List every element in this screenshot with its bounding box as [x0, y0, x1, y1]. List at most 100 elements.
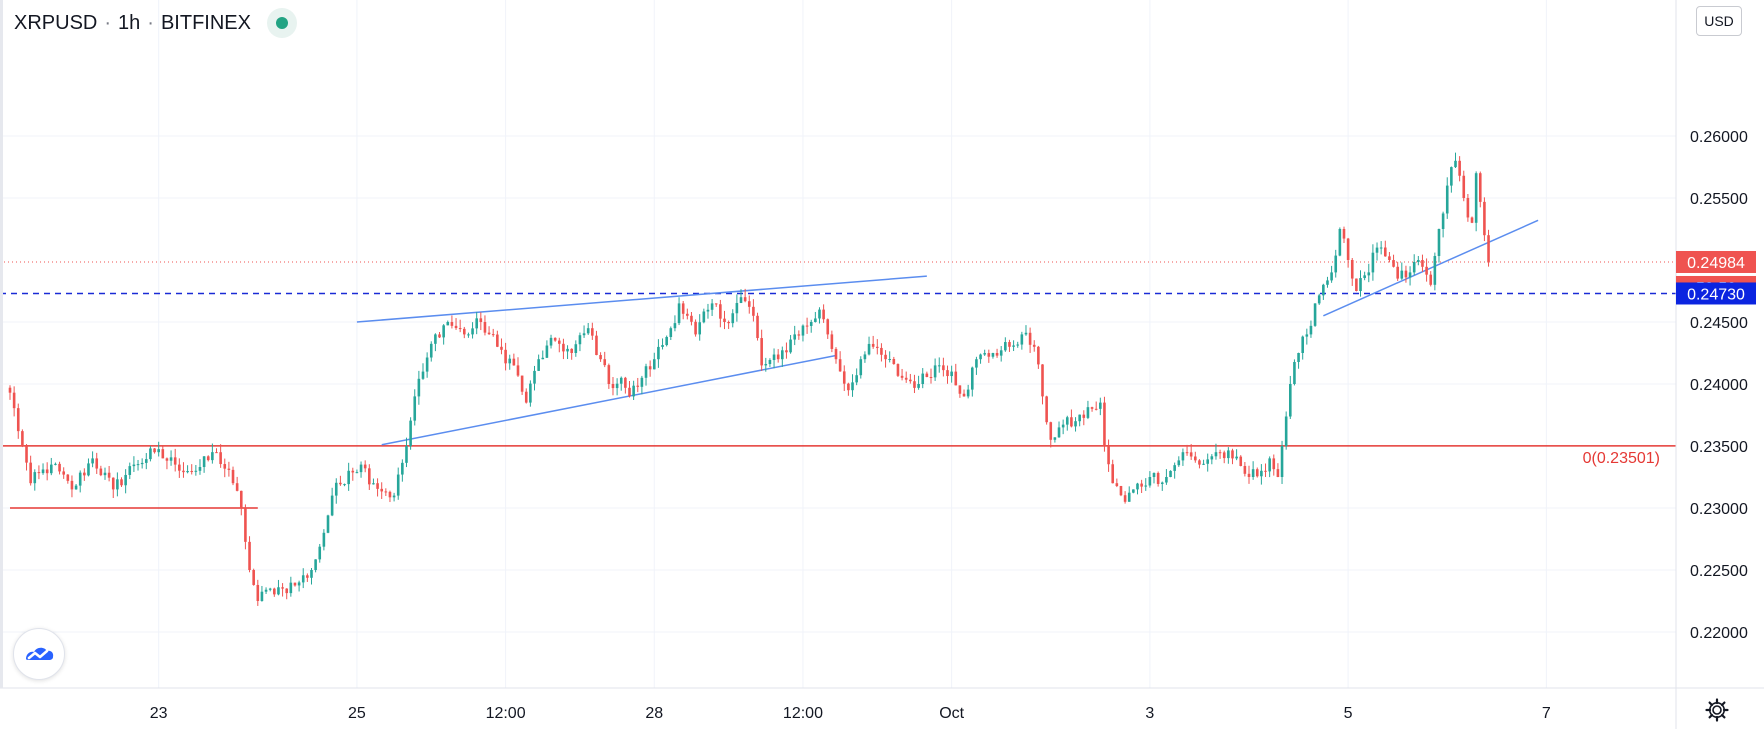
candle-body — [144, 459, 148, 463]
candle — [814, 311, 817, 323]
candle-body — [1342, 229, 1346, 239]
candle-body — [661, 345, 664, 347]
candle-body — [1165, 477, 1168, 483]
tradingview-logo-button[interactable] — [13, 628, 65, 680]
candle-body — [1177, 460, 1181, 466]
candle-body — [359, 464, 363, 473]
candle — [648, 360, 652, 377]
candle — [1483, 197, 1486, 242]
left-edge-strip — [0, 0, 3, 688]
candle — [1350, 258, 1354, 286]
candle — [1115, 478, 1119, 488]
candle-body — [277, 587, 280, 595]
candle — [74, 483, 78, 490]
candle-body — [446, 322, 450, 326]
candle — [1123, 491, 1127, 504]
candle — [822, 304, 825, 323]
candle — [392, 492, 396, 502]
candle — [818, 307, 821, 324]
candle — [50, 457, 53, 476]
candle-body — [1284, 416, 1288, 446]
candle-body — [611, 384, 615, 389]
candle-body — [363, 464, 367, 469]
candle-body — [818, 309, 821, 319]
candle — [954, 363, 958, 386]
candle-body — [384, 491, 388, 493]
candle-body — [334, 482, 338, 496]
symbol-name[interactable]: XRPUSD — [14, 11, 98, 34]
candle — [1474, 171, 1478, 232]
trendline[interactable] — [1323, 219, 1539, 317]
candle-body — [1111, 464, 1115, 484]
candle-body — [570, 348, 573, 353]
candle-body — [950, 371, 953, 377]
candle — [401, 459, 404, 482]
candle-body — [1425, 266, 1428, 275]
candle-body — [1144, 485, 1148, 487]
candle-body — [1136, 483, 1139, 490]
candle-body — [665, 336, 668, 346]
candle — [562, 338, 565, 360]
candle — [363, 460, 367, 473]
candle — [760, 329, 763, 371]
candle-body — [1222, 452, 1226, 459]
trendline[interactable] — [356, 275, 927, 323]
candle — [628, 380, 631, 398]
candle-body — [16, 408, 20, 432]
candle — [78, 470, 82, 493]
candle — [1346, 237, 1350, 268]
candle — [293, 582, 297, 587]
candle-body — [1231, 450, 1234, 459]
candle — [615, 378, 619, 396]
candle — [913, 374, 916, 394]
candle — [1367, 263, 1371, 283]
candle-body — [1181, 452, 1185, 461]
trendline[interactable] — [381, 354, 837, 446]
candle — [1235, 449, 1238, 461]
candle — [219, 444, 222, 468]
candle-body — [1375, 247, 1379, 253]
candle — [442, 324, 445, 345]
support-level-label: 0(0.23501) — [1583, 450, 1660, 467]
candle-body — [264, 589, 268, 592]
candle-body — [706, 309, 710, 312]
candle-body — [1099, 402, 1102, 409]
header-separator: · — [147, 11, 154, 34]
candle — [921, 368, 925, 389]
currency-button[interactable]: USD — [1696, 6, 1742, 36]
interval-label[interactable]: 1h — [118, 11, 141, 34]
candle-body — [1239, 456, 1243, 466]
candle — [752, 299, 755, 322]
candle — [1041, 364, 1044, 405]
candle — [867, 336, 871, 356]
candle — [756, 312, 759, 341]
candle — [1458, 156, 1461, 182]
candle — [21, 429, 24, 448]
candle-body — [244, 508, 247, 542]
chart-settings-button[interactable] — [1704, 697, 1730, 723]
candle-body — [1202, 463, 1205, 465]
candle-body — [1297, 353, 1300, 362]
candle — [876, 339, 879, 355]
candle-body — [1367, 272, 1371, 276]
candle-body — [70, 480, 74, 490]
candle — [1218, 449, 1222, 459]
candle — [970, 366, 974, 397]
candle-body — [1276, 469, 1280, 477]
candle — [277, 579, 280, 596]
candle-body — [1235, 456, 1238, 459]
candle — [533, 365, 536, 391]
candle — [842, 365, 846, 392]
candle-body — [863, 354, 867, 360]
candle — [603, 351, 607, 368]
candle-body — [351, 470, 355, 473]
candle-body — [434, 334, 437, 344]
candle — [471, 322, 474, 339]
candle-body — [975, 359, 978, 368]
candle — [1359, 270, 1362, 297]
candle — [1206, 453, 1209, 472]
candle-body — [760, 338, 763, 366]
candle — [1297, 352, 1300, 369]
